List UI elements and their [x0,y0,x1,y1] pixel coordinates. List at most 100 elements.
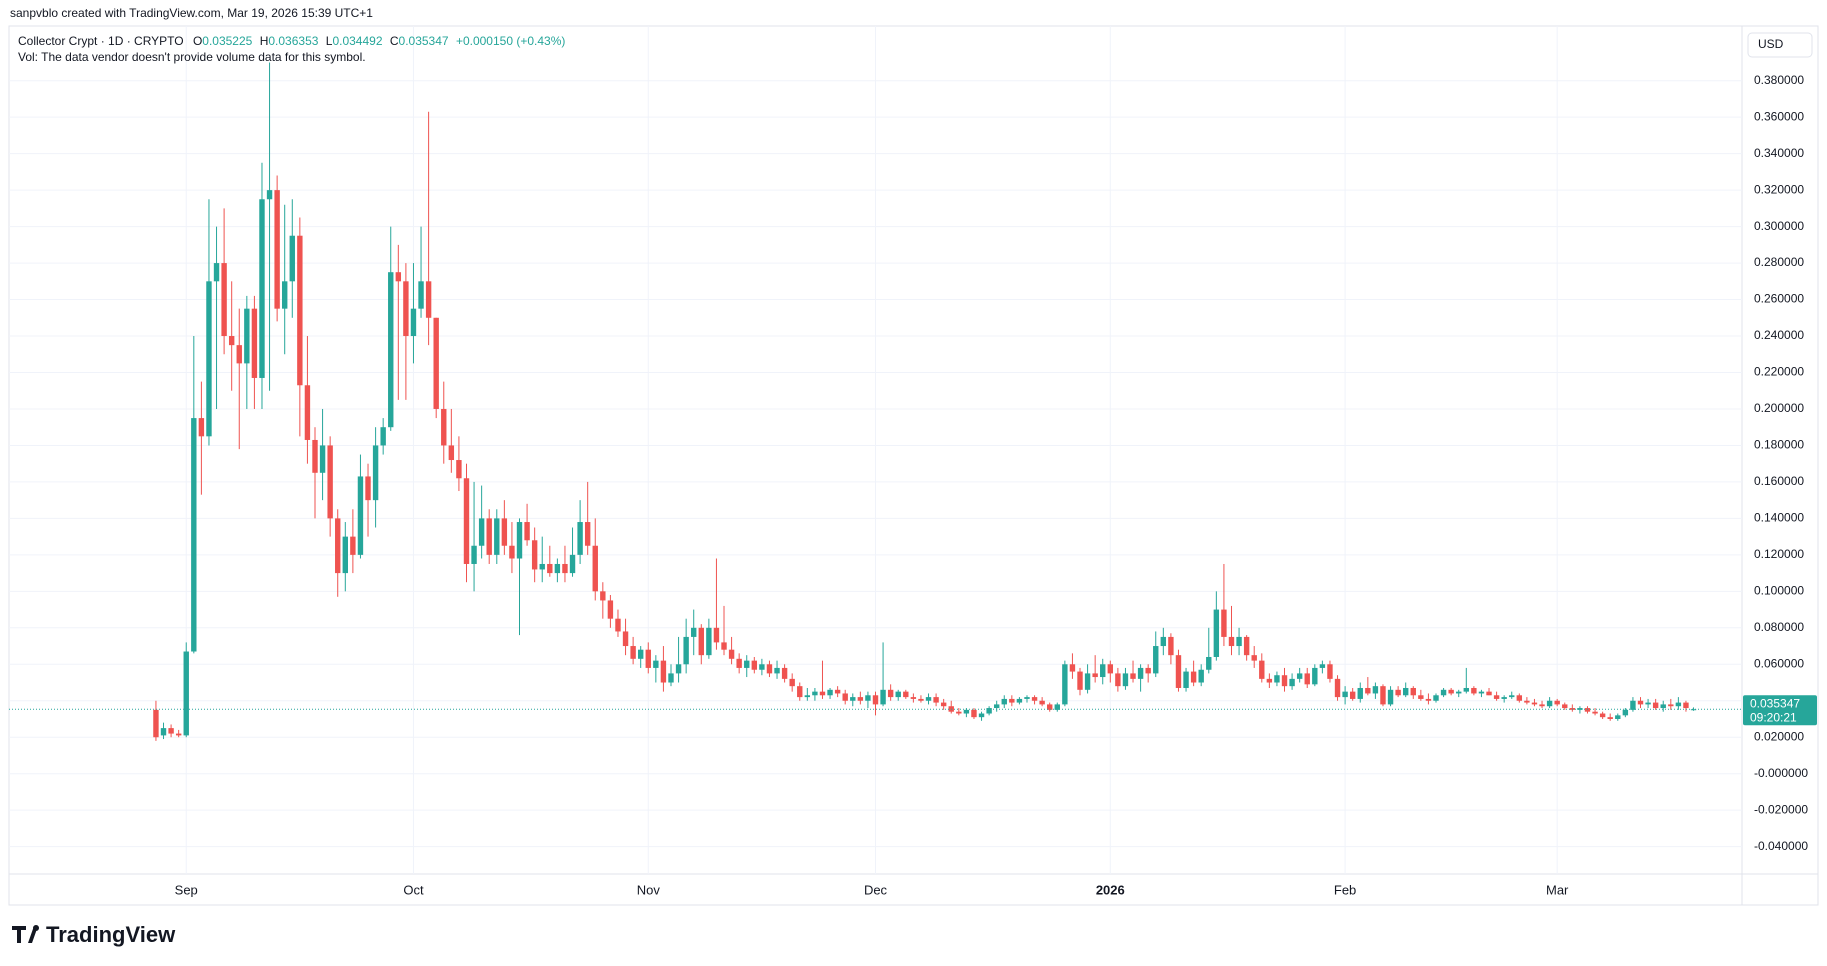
candle-body [1539,704,1545,707]
x-tick-label: Nov [637,882,661,897]
candle-body [925,697,932,701]
candle-body [903,691,909,698]
candle-body [274,190,280,309]
countdown: 09:20:21 [1750,710,1797,724]
candle-body [1334,678,1341,698]
candle-body [1153,646,1159,674]
candle-body [1531,702,1538,705]
candle-body [562,563,568,574]
candle-body [804,695,811,698]
candle-body [630,646,636,659]
candle-body [910,697,917,699]
candle-body [660,660,667,683]
currency[interactable]: USD [1758,37,1784,51]
currency-button[interactable] [1747,32,1813,58]
candle-body [1425,698,1432,701]
x-tick-label: 2026 [1096,882,1125,897]
candle-body [1145,667,1151,674]
legend-open: 0.035225 [202,34,252,48]
candle-body [441,408,447,446]
candle-body [1281,675,1288,687]
x-tick-label: Dec [864,882,888,897]
candle-body [895,691,901,698]
candle-body [615,618,621,632]
candle-body [1524,700,1530,703]
candle-body [1577,708,1583,710]
candle-body [289,235,295,282]
candle-body [1509,695,1515,698]
y-tick-label: 0.100000 [1754,584,1804,598]
candle-body [1554,700,1560,705]
candle-body [335,518,341,574]
candle-body [266,190,273,200]
candle-body [456,460,462,479]
candle-body [1031,697,1038,701]
candle-body [1562,704,1568,709]
candle-body [372,445,379,501]
candle-body [971,709,977,718]
candle-body [1668,704,1674,707]
candles [153,62,1697,741]
candle-body [297,235,303,386]
candle-body [1001,698,1007,705]
candle-body [1016,698,1023,703]
candle-body [1395,689,1401,696]
y-tick-label: -0.000000 [1754,766,1808,780]
candle-body [1516,695,1523,701]
candle-body [524,522,530,541]
candle-body [236,345,242,364]
candle-body [1493,695,1500,699]
candle-body [1183,671,1189,688]
x-tick-label: Feb [1334,882,1356,897]
candle-body [304,385,311,440]
y-tick-label: 0.320000 [1754,182,1804,196]
candle-body [1047,704,1053,710]
candle-body [1024,697,1030,699]
candle-body [365,476,371,501]
candle-body [1342,691,1348,698]
candle-body [463,478,470,564]
candle-body [168,728,174,734]
candle-body [1410,687,1416,696]
candle-body [1478,691,1485,694]
candle-body [198,418,205,437]
candle-body [1660,704,1666,709]
candle-body [547,563,553,574]
candle-body [554,563,561,574]
candle-body [653,660,659,668]
candle-body [1683,702,1689,709]
candle-body [1100,664,1106,678]
logo-mark [12,925,40,943]
candle-body [357,476,364,555]
candle-body [865,695,871,701]
candle-body [607,600,614,619]
candle-body [963,709,970,714]
candle-body [1418,695,1424,699]
candle-body [1137,667,1144,679]
candle-body [516,522,523,559]
candle-body [1243,636,1250,656]
overlay: -0.040000-0.020000-0.0000000.0200000.040… [9,73,1817,897]
x-tick-label: Sep [175,882,198,897]
candle-body [1486,691,1492,696]
candle-body [797,686,803,698]
candle-body [819,691,826,696]
candle-body [221,263,227,337]
candle-body [319,445,326,473]
legend-change: +0.000150 (+0.43%) [456,34,565,48]
candle-body [433,317,439,409]
candle-body [887,689,894,698]
candle-body [282,281,288,309]
candle-body [1039,700,1045,705]
candle-body [1403,687,1409,696]
candle-body [993,704,1000,709]
candle-body [1349,691,1356,699]
candle-body [1365,687,1371,694]
candle-body [933,697,939,703]
candle-body [1387,689,1394,705]
candle-body [191,418,197,652]
candle-body [1440,689,1447,696]
candle-body [1175,655,1182,688]
y-tick-label: -0.040000 [1754,839,1808,853]
